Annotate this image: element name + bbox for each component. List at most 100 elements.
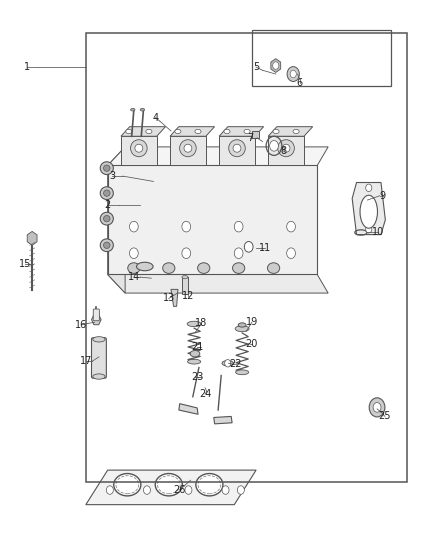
Text: 12: 12 bbox=[182, 290, 194, 301]
Circle shape bbox=[106, 486, 113, 494]
Ellipse shape bbox=[155, 473, 182, 496]
Ellipse shape bbox=[282, 144, 290, 152]
Ellipse shape bbox=[93, 374, 105, 379]
Circle shape bbox=[234, 248, 243, 259]
Text: 2: 2 bbox=[105, 200, 111, 211]
Ellipse shape bbox=[222, 361, 233, 366]
Polygon shape bbox=[86, 470, 256, 505]
Text: 5: 5 bbox=[253, 62, 259, 72]
Ellipse shape bbox=[175, 130, 181, 134]
Circle shape bbox=[222, 486, 229, 494]
Ellipse shape bbox=[268, 263, 280, 273]
Ellipse shape bbox=[131, 108, 135, 111]
Polygon shape bbox=[179, 403, 198, 414]
Bar bbox=[252, 30, 392, 86]
Ellipse shape bbox=[100, 162, 113, 174]
Ellipse shape bbox=[103, 242, 110, 248]
Text: 22: 22 bbox=[230, 359, 242, 369]
Ellipse shape bbox=[93, 337, 105, 342]
Ellipse shape bbox=[140, 108, 145, 111]
Ellipse shape bbox=[100, 212, 113, 225]
Text: 18: 18 bbox=[195, 318, 208, 328]
Text: 3: 3 bbox=[109, 171, 115, 181]
Bar bbox=[182, 277, 188, 294]
Circle shape bbox=[273, 62, 279, 69]
Circle shape bbox=[369, 398, 385, 417]
Circle shape bbox=[130, 221, 138, 232]
Ellipse shape bbox=[224, 130, 230, 134]
Ellipse shape bbox=[146, 130, 152, 134]
Polygon shape bbox=[108, 147, 125, 293]
Polygon shape bbox=[268, 127, 313, 136]
Ellipse shape bbox=[236, 370, 249, 375]
Text: 4: 4 bbox=[152, 112, 159, 123]
Ellipse shape bbox=[103, 215, 110, 222]
Circle shape bbox=[270, 141, 279, 151]
Ellipse shape bbox=[128, 263, 140, 273]
Ellipse shape bbox=[235, 326, 249, 332]
Ellipse shape bbox=[100, 239, 113, 252]
Circle shape bbox=[234, 221, 243, 232]
Text: 9: 9 bbox=[380, 191, 386, 201]
Ellipse shape bbox=[233, 263, 245, 273]
Text: 15: 15 bbox=[18, 259, 31, 269]
Ellipse shape bbox=[187, 321, 201, 327]
Circle shape bbox=[373, 402, 381, 412]
Ellipse shape bbox=[190, 351, 200, 357]
Ellipse shape bbox=[187, 359, 201, 364]
Polygon shape bbox=[108, 274, 328, 293]
Ellipse shape bbox=[278, 140, 294, 157]
Bar bbox=[252, 131, 259, 138]
Text: 1: 1 bbox=[24, 62, 30, 72]
Text: 23: 23 bbox=[191, 372, 203, 382]
Text: 17: 17 bbox=[80, 356, 92, 366]
Text: 7: 7 bbox=[247, 133, 254, 143]
Ellipse shape bbox=[196, 473, 223, 496]
Text: 20: 20 bbox=[246, 338, 258, 349]
Bar bbox=[268, 136, 304, 165]
Polygon shape bbox=[121, 127, 166, 136]
Circle shape bbox=[287, 248, 295, 259]
Polygon shape bbox=[352, 182, 385, 235]
Polygon shape bbox=[170, 127, 215, 136]
Text: 19: 19 bbox=[246, 317, 258, 327]
Circle shape bbox=[244, 241, 253, 252]
Bar bbox=[121, 136, 157, 165]
Text: 14: 14 bbox=[128, 272, 140, 282]
Ellipse shape bbox=[273, 130, 279, 134]
Ellipse shape bbox=[131, 140, 147, 157]
Text: 11: 11 bbox=[259, 243, 271, 253]
Text: 21: 21 bbox=[191, 342, 203, 352]
FancyBboxPatch shape bbox=[92, 338, 106, 378]
Polygon shape bbox=[171, 289, 178, 306]
Circle shape bbox=[182, 221, 191, 232]
Ellipse shape bbox=[244, 130, 250, 134]
Circle shape bbox=[366, 225, 372, 233]
Ellipse shape bbox=[180, 140, 196, 157]
Text: 13: 13 bbox=[162, 293, 175, 303]
Text: 24: 24 bbox=[199, 389, 211, 399]
Circle shape bbox=[144, 486, 150, 494]
Circle shape bbox=[290, 70, 296, 78]
Polygon shape bbox=[214, 416, 232, 424]
Bar bbox=[86, 33, 407, 482]
Ellipse shape bbox=[162, 263, 175, 273]
Circle shape bbox=[130, 248, 138, 259]
Ellipse shape bbox=[103, 190, 110, 196]
Ellipse shape bbox=[137, 262, 153, 271]
Text: 10: 10 bbox=[372, 227, 385, 237]
Circle shape bbox=[185, 486, 192, 494]
Text: 16: 16 bbox=[75, 320, 88, 330]
Ellipse shape bbox=[233, 144, 241, 152]
Ellipse shape bbox=[184, 144, 192, 152]
Circle shape bbox=[287, 221, 295, 232]
Ellipse shape bbox=[238, 323, 246, 327]
Bar bbox=[219, 136, 255, 165]
Ellipse shape bbox=[135, 144, 143, 152]
Text: 8: 8 bbox=[281, 146, 287, 156]
Text: 25: 25 bbox=[379, 411, 391, 422]
Ellipse shape bbox=[198, 263, 210, 273]
Ellipse shape bbox=[229, 140, 245, 157]
Polygon shape bbox=[219, 127, 264, 136]
Ellipse shape bbox=[293, 130, 299, 134]
